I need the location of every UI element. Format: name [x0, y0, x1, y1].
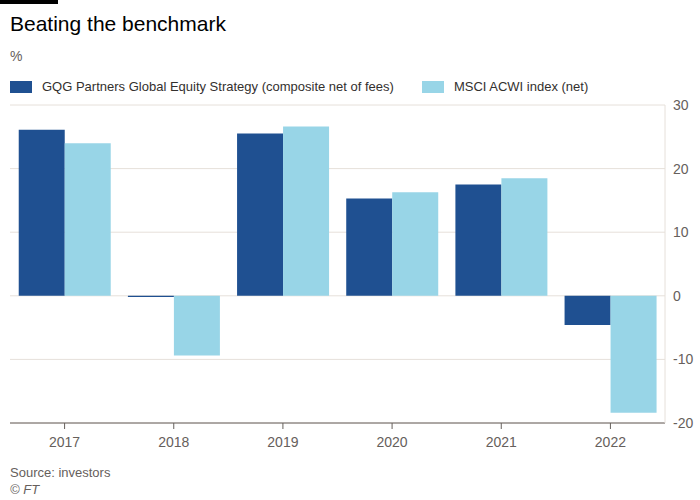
- svg-text:-10: -10: [673, 351, 692, 367]
- html-text:Beating the benchmark: Beating the benchmark: [10, 12, 226, 35]
- svg-text:30: 30: [673, 97, 689, 113]
- html-text:© FT: © FT: [10, 482, 40, 497]
- svg-text:2021: 2021: [486, 434, 517, 450]
- svg-text:0: 0: [673, 288, 681, 304]
- svg-text:2017: 2017: [49, 434, 80, 450]
- html-text:Source: investors: Source: investors: [10, 465, 111, 480]
- svg-text:2018: 2018: [158, 434, 189, 450]
- svg-text:2019: 2019: [267, 434, 298, 450]
- svg-text:10: 10: [673, 224, 689, 240]
- html-text:MSCI ACWI index (net): MSCI ACWI index (net): [453, 79, 589, 94]
- svg-text:20: 20: [673, 161, 689, 177]
- svg-text:-20: -20: [673, 415, 692, 431]
- html-text:GQG Partners Global Equity Str: GQG Partners Global Equity Strategy (com…: [42, 79, 394, 94]
- svg-text:2022: 2022: [595, 434, 626, 450]
- svg-text:2020: 2020: [377, 434, 408, 450]
